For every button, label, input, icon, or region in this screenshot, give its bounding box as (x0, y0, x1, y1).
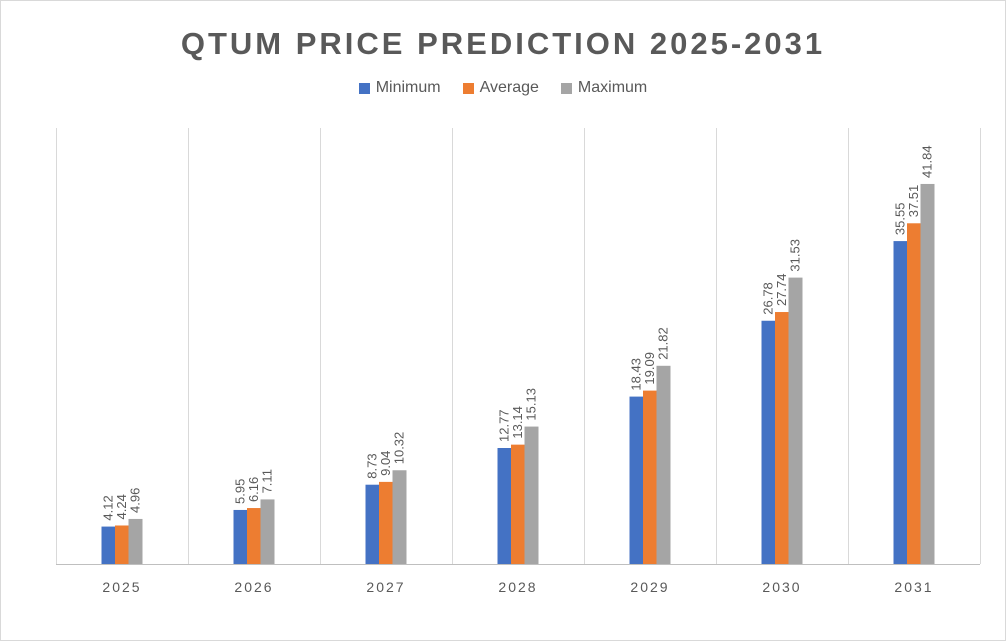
bar-minimum-2025 (101, 526, 116, 564)
bar-average-2025 (115, 525, 129, 564)
bar-maximum-2028 (524, 426, 539, 564)
bar-maximum-2029 (656, 365, 671, 564)
x-tick-label-2026: 2026 (234, 579, 273, 595)
bar-minimum-2029 (629, 396, 644, 564)
bar-average-2027 (379, 481, 393, 564)
data-label-minimum-2025: 4.12 (101, 495, 116, 520)
legend-label-maximum: Maximum (577, 79, 648, 96)
data-label-average-2026: 6.16 (246, 477, 261, 502)
data-label-minimum-2028: 12.77 (497, 409, 512, 442)
legend-swatch-minimum (358, 82, 370, 94)
legend-swatch-maximum (560, 82, 572, 94)
bar-maximum-2026 (260, 499, 275, 564)
data-label-average-2027: 9.04 (378, 451, 393, 476)
data-label-minimum-2031: 35.55 (893, 203, 908, 236)
bar-minimum-2030 (761, 320, 776, 564)
bar-average-2031 (907, 223, 921, 564)
bar-average-2028 (511, 444, 525, 564)
bar-average-2029 (643, 390, 657, 564)
data-label-minimum-2030: 26.78 (761, 282, 776, 315)
bar-maximum-2030 (788, 277, 803, 564)
legend-label-minimum: Minimum (375, 79, 441, 96)
data-label-maximum-2030: 31.53 (788, 239, 803, 272)
legend-item-average: Average (462, 79, 539, 97)
bar-minimum-2027 (365, 484, 380, 564)
data-label-maximum-2031: 41.84 (920, 145, 935, 178)
x-tick-label-2029: 2029 (630, 579, 669, 595)
data-label-maximum-2026: 7.11 (260, 469, 275, 493)
bar-average-2026 (247, 508, 261, 564)
legend-swatch-average (462, 82, 474, 94)
x-tick-label-2027: 2027 (366, 579, 405, 595)
data-label-minimum-2026: 5.95 (233, 479, 248, 504)
legend-item-maximum: Maximum (560, 79, 648, 97)
bar-maximum-2027 (392, 470, 407, 564)
data-label-minimum-2027: 8.73 (365, 453, 380, 478)
data-label-maximum-2025: 4.96 (128, 488, 143, 513)
chart-legend: Minimum Average Maximum (0, 79, 1006, 97)
data-label-minimum-2029: 18.43 (629, 358, 644, 391)
data-label-maximum-2027: 10.32 (392, 432, 407, 465)
legend-label-average: Average (479, 79, 539, 96)
bar-minimum-2031 (893, 241, 908, 564)
data-label-average-2030: 27.74 (774, 273, 789, 306)
bar-average-2030 (775, 312, 789, 564)
data-label-maximum-2029: 21.82 (656, 327, 671, 360)
x-tick-label-2028: 2028 (498, 579, 537, 595)
bar-minimum-2026 (233, 509, 248, 564)
data-label-average-2031: 37.51 (906, 185, 921, 218)
bar-maximum-2031 (920, 183, 935, 564)
data-label-average-2029: 19.09 (642, 352, 657, 385)
x-tick-label-2025: 2025 (102, 579, 141, 595)
bar-minimum-2028 (497, 448, 512, 564)
chart-title: QTUM PRICE PREDICTION 2025-2031 (180, 26, 826, 61)
bar-maximum-2025 (128, 518, 143, 564)
legend-item-minimum: Minimum (358, 79, 441, 97)
data-label-average-2028: 13.14 (510, 406, 525, 439)
data-label-maximum-2028: 15.13 (524, 388, 539, 421)
x-tick-label-2030: 2030 (762, 579, 801, 595)
data-label-average-2025: 4.24 (114, 494, 129, 519)
x-tick-label-2031: 2031 (894, 579, 933, 595)
